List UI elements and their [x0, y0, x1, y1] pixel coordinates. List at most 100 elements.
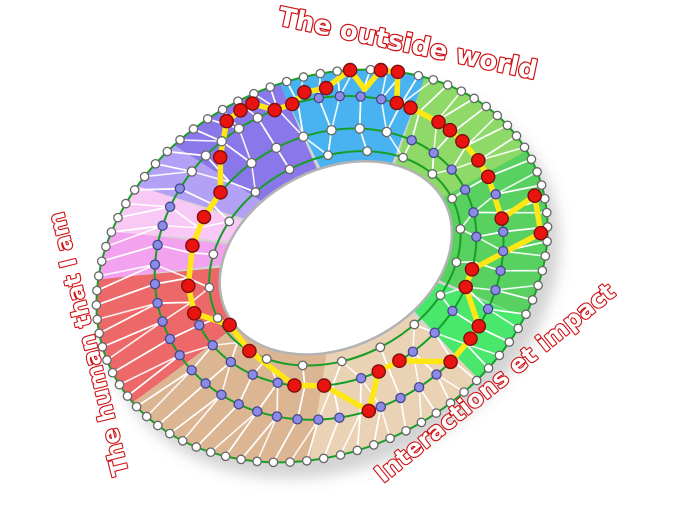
white-node-ring-A [175, 135, 185, 145]
white-node-ring-C [354, 123, 365, 134]
spoke-line [240, 416, 278, 460]
purple-node-ring-B [157, 220, 168, 231]
purple-node-ring-B [395, 392, 406, 404]
white-node-ring-A [540, 251, 551, 261]
red-path-node [297, 85, 312, 100]
white-node-ring-A [285, 457, 295, 467]
purple-node-ring-B [334, 412, 345, 423]
white-node-ring-A [191, 442, 202, 452]
white-node-ring-D [208, 249, 219, 260]
red-path-node [284, 96, 300, 112]
spoke-line [105, 224, 163, 248]
white-node-ring-A [365, 64, 376, 75]
white-node-ring-B [233, 123, 245, 134]
spoke-line [306, 419, 320, 462]
white-node-ring-A [268, 457, 279, 468]
spoke-line [495, 289, 533, 301]
spoke-line [495, 184, 542, 196]
white-node-ring-A [114, 379, 125, 390]
red-path-node [233, 103, 248, 118]
white-node-ring-A [459, 387, 469, 397]
red-path-node [464, 261, 480, 277]
spoke-line [169, 324, 200, 340]
purple-node-ring-B [490, 189, 501, 200]
spoke-line [465, 114, 498, 147]
spoke-line [155, 162, 193, 173]
white-node-ring-A [385, 433, 395, 444]
white-node-ring-A [521, 309, 531, 320]
purple-node-ring-B [375, 94, 387, 105]
white-node-ring-D [362, 146, 373, 157]
white-node-ring-A [120, 198, 131, 209]
purple-node-ring-C [428, 147, 439, 159]
spoke-line [297, 102, 305, 137]
purple-node-ring-C [407, 346, 419, 357]
red-path-node [361, 403, 377, 419]
spoke-line [289, 419, 320, 463]
white-node-ring-A [413, 70, 424, 81]
white-node-ring-A [494, 350, 505, 361]
purple-node-ring-B [152, 239, 163, 251]
white-node-ring-A [152, 420, 163, 431]
white-node-ring-A [352, 445, 363, 456]
spoke-line [330, 95, 341, 131]
spoke-line [154, 263, 189, 279]
red-path-node [403, 100, 418, 115]
spoke-line [412, 351, 420, 388]
purple-node-ring-B [174, 350, 185, 361]
purple-node-ring-B [355, 91, 366, 102]
spoke-line [466, 124, 508, 147]
purple-node-ring-B [375, 401, 387, 413]
spoke-line [210, 410, 258, 453]
white-node-ring-D [375, 342, 386, 353]
spoke-line [191, 170, 230, 183]
white-node-ring-A [92, 314, 103, 325]
white-node-ring-D [224, 216, 235, 227]
spoke-line [466, 343, 500, 357]
spoke-line [418, 387, 423, 423]
red-path-node [316, 378, 332, 393]
purple-node-ring-B [164, 333, 176, 345]
white-node-ring-A [533, 280, 543, 291]
spoke-line [478, 135, 517, 162]
red-path-node [443, 354, 458, 370]
spoke-line [224, 411, 258, 457]
white-node-ring-A [93, 271, 104, 281]
spoke-line [399, 397, 407, 431]
spoke-line [144, 170, 193, 178]
white-node-ring-D [284, 164, 295, 175]
spoke-line [102, 320, 163, 348]
purple-node-ring-B [313, 92, 325, 104]
white-node-ring-A [483, 363, 494, 374]
spoke-line [276, 108, 304, 138]
spoke-line [400, 75, 420, 105]
spoke-line [157, 382, 207, 427]
white-node-ring-A [220, 451, 231, 462]
white-node-ring-A [513, 323, 524, 334]
white-node-ring-A [526, 154, 537, 165]
spoke-line [358, 96, 362, 129]
white-node-ring-A [428, 74, 439, 85]
purple-node-ring-B [186, 364, 197, 376]
white-node-ring-A [96, 256, 107, 267]
spoke-line [322, 417, 341, 459]
white-node-ring-B [200, 150, 212, 161]
spoke-line [154, 277, 189, 285]
white-node-ring-A [131, 401, 142, 412]
white-node-ring-A [445, 398, 456, 408]
spoke-line [106, 320, 163, 361]
white-node-ring-A [188, 124, 199, 134]
spoke-line [435, 374, 452, 404]
white-node-ring-D [447, 193, 458, 204]
purple-node-ring-C [194, 319, 205, 331]
white-node-ring-D [336, 356, 347, 367]
spoke-line [96, 263, 156, 292]
white-node-ring-C [326, 124, 337, 136]
white-node-ring-A [368, 440, 379, 450]
white-node-ring-A [97, 342, 108, 352]
purple-node-ring-B [413, 381, 425, 393]
white-node-ring-A [141, 411, 152, 422]
white-node-ring-A [113, 212, 123, 223]
white-node-ring-A [502, 120, 513, 131]
spoke-line [487, 308, 519, 330]
